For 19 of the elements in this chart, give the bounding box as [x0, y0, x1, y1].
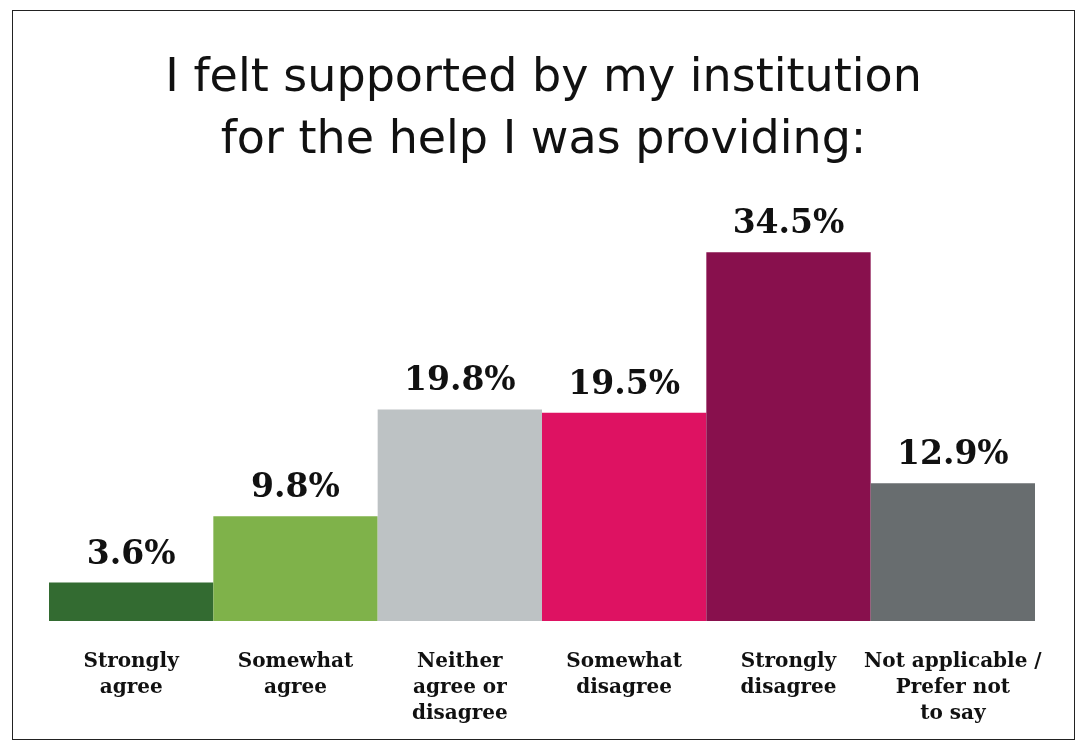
- x-tick-label: Strongly agree: [83, 648, 181, 698]
- x-tick-label: Not applicable / Prefer not to say: [864, 648, 1043, 724]
- bar: [870, 483, 1035, 621]
- bar: [49, 582, 214, 621]
- x-tick-label: Somewhat agree: [237, 648, 355, 698]
- chart-title: I felt supported by my institution for the help I was providing:: [165, 48, 922, 164]
- bar: [213, 516, 378, 621]
- x-tick-label: Strongly disagree: [740, 648, 838, 698]
- bar: [706, 252, 871, 621]
- data-label: 34.5%: [732, 202, 845, 242]
- x-tick-label: Neither agree or disagree: [411, 648, 508, 724]
- data-label: 12.9%: [896, 433, 1009, 473]
- data-label: 9.8%: [251, 466, 340, 506]
- bar: [542, 412, 707, 621]
- data-label: 19.8%: [403, 359, 516, 399]
- data-label: 19.5%: [568, 362, 681, 402]
- data-label: 3.6%: [86, 532, 176, 572]
- bar: [377, 409, 542, 621]
- x-tick-label: Somewhat disagree: [566, 648, 683, 698]
